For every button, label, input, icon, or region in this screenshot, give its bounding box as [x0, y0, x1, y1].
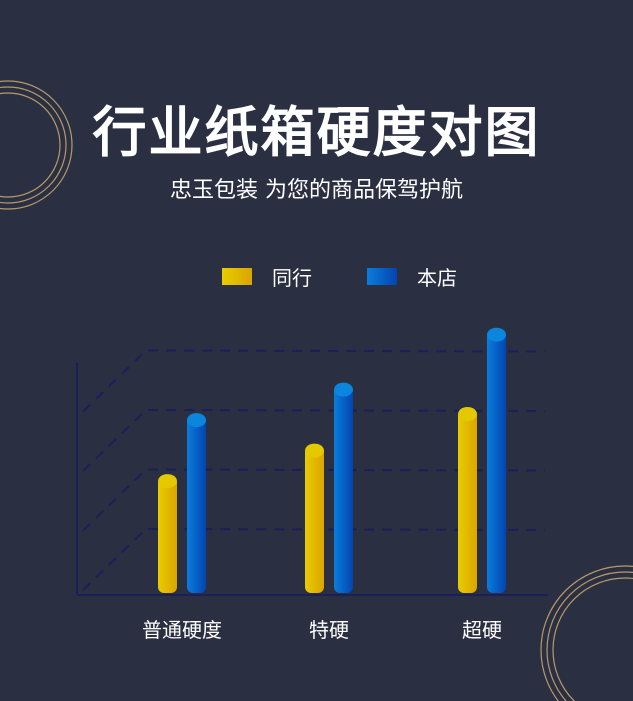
- bar-cap: [458, 407, 477, 421]
- bar-cap: [487, 327, 506, 342]
- legend-item-peer: 同行: [222, 262, 312, 291]
- bar-store: [187, 413, 206, 593]
- legend-label: 本店: [417, 266, 457, 290]
- legend: 同行 本店: [0, 262, 633, 290]
- bar-body: [158, 477, 177, 593]
- bar-body: [187, 416, 206, 593]
- bar-peer: [458, 407, 477, 593]
- page-title: 行业纸箱硬度对图: [92, 101, 541, 164]
- bar-body: [334, 385, 353, 593]
- bar-cap: [305, 443, 324, 458]
- legend-swatch-yellow: [222, 268, 252, 285]
- bar-cap: [158, 474, 177, 489]
- category-label: 普通硬度: [142, 618, 222, 642]
- gridline: [82, 349, 546, 413]
- decor-circles-bottom-right: [540, 565, 633, 701]
- legend-label: 同行: [272, 266, 312, 290]
- bar-store: [487, 327, 506, 593]
- bar-body: [487, 330, 506, 593]
- category-label: 超硬: [462, 618, 502, 642]
- subtitle: 忠玉包装 为您的商品保驾护航: [170, 178, 463, 203]
- legend-swatch-blue: [367, 268, 397, 285]
- category-label: 特硬: [309, 618, 349, 642]
- bar-cap: [187, 413, 206, 428]
- bar-store: [334, 382, 353, 593]
- bar-body: [458, 410, 477, 593]
- legend-item-store: 本店: [367, 262, 457, 291]
- bar-cap: [334, 382, 353, 397]
- bar-peer: [158, 474, 177, 593]
- decor-circles-top-left: [0, 80, 73, 210]
- bar-body: [305, 446, 324, 593]
- bar-peer: [305, 443, 324, 593]
